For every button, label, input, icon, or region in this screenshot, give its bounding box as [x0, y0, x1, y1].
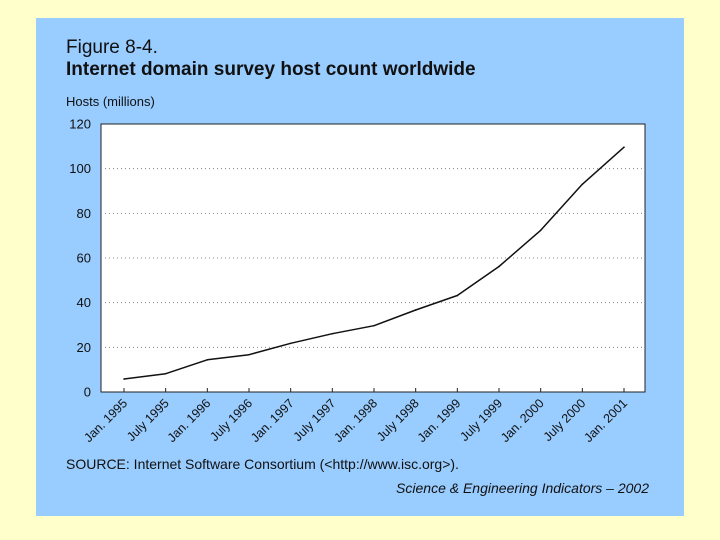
figure-panel: Figure 8-4. Internet domain survey host … — [36, 18, 684, 516]
data-point-0-0 — [123, 378, 125, 380]
y-tick-label-40: 40 — [77, 295, 91, 310]
x-tick-label-11: July 2000 — [541, 396, 589, 444]
data-point-0-11 — [581, 183, 584, 186]
gridlines-overlay — [101, 168, 645, 348]
data-point-0-8 — [456, 294, 459, 297]
x-tick-label-2: Jan. 1996 — [165, 396, 214, 445]
source-note: SOURCE: Internet Software Consortium (<h… — [66, 456, 459, 472]
data-point-0-6 — [373, 324, 375, 327]
data-point-0-9 — [498, 265, 500, 268]
data-point-0-10 — [539, 229, 542, 232]
y-tick-label-120: 120 — [69, 117, 91, 132]
y-tick-label-20: 20 — [77, 340, 91, 355]
x-tick-label-6: Jan. 1998 — [331, 396, 380, 445]
data-point-0-12 — [623, 146, 625, 149]
y-tick-label-80: 80 — [77, 206, 91, 221]
x-tick-label-1: July 1995 — [124, 396, 172, 444]
data-point-0-7 — [414, 309, 417, 311]
credit-note: Science & Engineering Indicators – 2002 — [396, 480, 649, 496]
y-tick-label-60: 60 — [77, 251, 91, 266]
figure-title: Internet domain survey host count worldw… — [66, 59, 476, 80]
data-point-0-4 — [289, 342, 292, 345]
y-tick-label-0: 0 — [84, 385, 91, 400]
figure-label: Figure 8-4. — [66, 37, 158, 58]
data-point-0-2 — [206, 359, 209, 361]
x-tick-label-10: Jan. 2000 — [498, 396, 547, 445]
data-point-0-3 — [248, 353, 250, 356]
x-tick-label-7: July 1998 — [374, 396, 422, 444]
x-tick-label-12: Jan. 2001 — [581, 396, 630, 445]
x-tick-label-9: July 1999 — [457, 396, 505, 444]
y-tick-label-100: 100 — [69, 161, 91, 176]
data-point-0-5 — [331, 332, 334, 335]
series-layer — [123, 146, 625, 380]
x-tick-label-8: Jan. 1999 — [415, 396, 464, 445]
data-point-0-1 — [164, 372, 167, 375]
y-axis-title: Hosts (millions) — [66, 94, 155, 109]
x-tick-label-5: July 1997 — [291, 396, 339, 444]
x-tick-label-4: Jan. 1997 — [248, 396, 297, 445]
x-tick-label-0: Jan. 1995 — [81, 396, 130, 445]
x-tick-label-3: July 1996 — [207, 396, 255, 444]
